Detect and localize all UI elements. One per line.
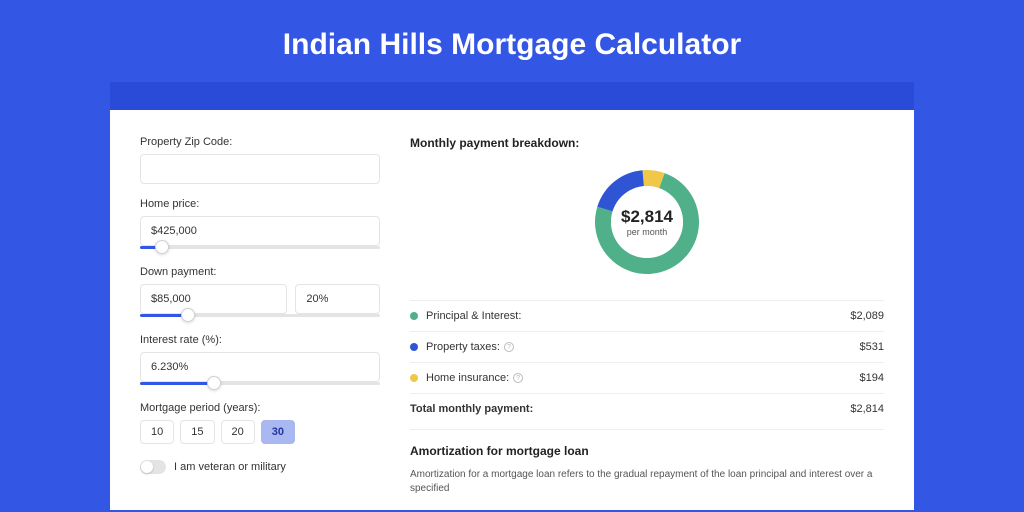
- donut-amount: $2,814: [621, 207, 673, 227]
- page-title: Indian Hills Mortgage Calculator: [0, 28, 1024, 62]
- legend-value: $194: [860, 372, 884, 384]
- legend-dot: [410, 343, 418, 351]
- period-buttons: 1015 2030: [140, 420, 380, 444]
- breakdown-panel: Monthly payment breakdown: $2,814 per mo…: [410, 136, 884, 510]
- home-price-field: Home price:: [140, 198, 380, 252]
- info-icon[interactable]: ?: [504, 342, 514, 352]
- form-panel: Property Zip Code: Home price: Down paym…: [140, 136, 380, 510]
- donut-chart: $2,814 per month: [587, 162, 707, 282]
- home-price-slider[interactable]: [140, 244, 380, 252]
- legend-row-ins: Home insurance:?$194: [410, 363, 884, 394]
- legend-row-total: Total monthly payment:$2,814: [410, 394, 884, 429]
- legend-row-tax: Property taxes:?$531: [410, 332, 884, 363]
- period-btn-30[interactable]: 30: [261, 420, 295, 444]
- amortization-text: Amortization for a mortgage loan refers …: [410, 468, 884, 496]
- home-price-input[interactable]: [140, 216, 380, 246]
- legend-value: $531: [860, 341, 884, 353]
- accent-bar: [110, 82, 914, 110]
- home-price-label: Home price:: [140, 198, 380, 210]
- page-header: Indian Hills Mortgage Calculator: [0, 0, 1024, 82]
- zip-input[interactable]: [140, 154, 380, 184]
- info-icon[interactable]: ?: [513, 373, 523, 383]
- total-value: $2,814: [850, 403, 884, 415]
- interest-rate-label: Interest rate (%):: [140, 334, 380, 346]
- legend-row-pi: Principal & Interest:$2,089: [410, 301, 884, 332]
- down-payment-input[interactable]: [140, 284, 287, 314]
- period-label: Mortgage period (years):: [140, 402, 380, 414]
- period-field: Mortgage period (years): 1015 2030: [140, 402, 380, 444]
- down-payment-field: Down payment:: [140, 266, 380, 320]
- legend-dot: [410, 312, 418, 320]
- amortization-section: Amortization for mortgage loan Amortizat…: [410, 429, 884, 496]
- down-payment-label: Down payment:: [140, 266, 380, 278]
- period-btn-10[interactable]: 10: [140, 420, 174, 444]
- legend-dot: [410, 374, 418, 382]
- period-btn-15[interactable]: 15: [180, 420, 214, 444]
- veteran-row: I am veteran or military: [140, 460, 380, 474]
- donut-sub: per month: [627, 227, 668, 237]
- calculator-card: Property Zip Code: Home price: Down paym…: [110, 110, 914, 510]
- interest-rate-field: Interest rate (%):: [140, 334, 380, 388]
- veteran-toggle-label: I am veteran or military: [174, 461, 286, 473]
- down-payment-slider[interactable]: [140, 312, 380, 320]
- legend-label: Principal & Interest:: [426, 310, 850, 322]
- amortization-title: Amortization for mortgage loan: [410, 444, 884, 458]
- zip-label: Property Zip Code:: [140, 136, 380, 148]
- breakdown-title: Monthly payment breakdown:: [410, 136, 884, 150]
- legend: Principal & Interest:$2,089Property taxe…: [410, 300, 884, 429]
- interest-rate-slider[interactable]: [140, 380, 380, 388]
- legend-label: Property taxes:?: [426, 341, 860, 353]
- interest-rate-input[interactable]: [140, 352, 380, 382]
- zip-field: Property Zip Code:: [140, 136, 380, 184]
- period-btn-20[interactable]: 20: [221, 420, 255, 444]
- legend-label: Home insurance:?: [426, 372, 860, 384]
- legend-value: $2,089: [850, 310, 884, 322]
- veteran-toggle[interactable]: [140, 460, 166, 474]
- down-payment-pct-input[interactable]: [295, 284, 380, 314]
- total-label: Total monthly payment:: [410, 403, 850, 415]
